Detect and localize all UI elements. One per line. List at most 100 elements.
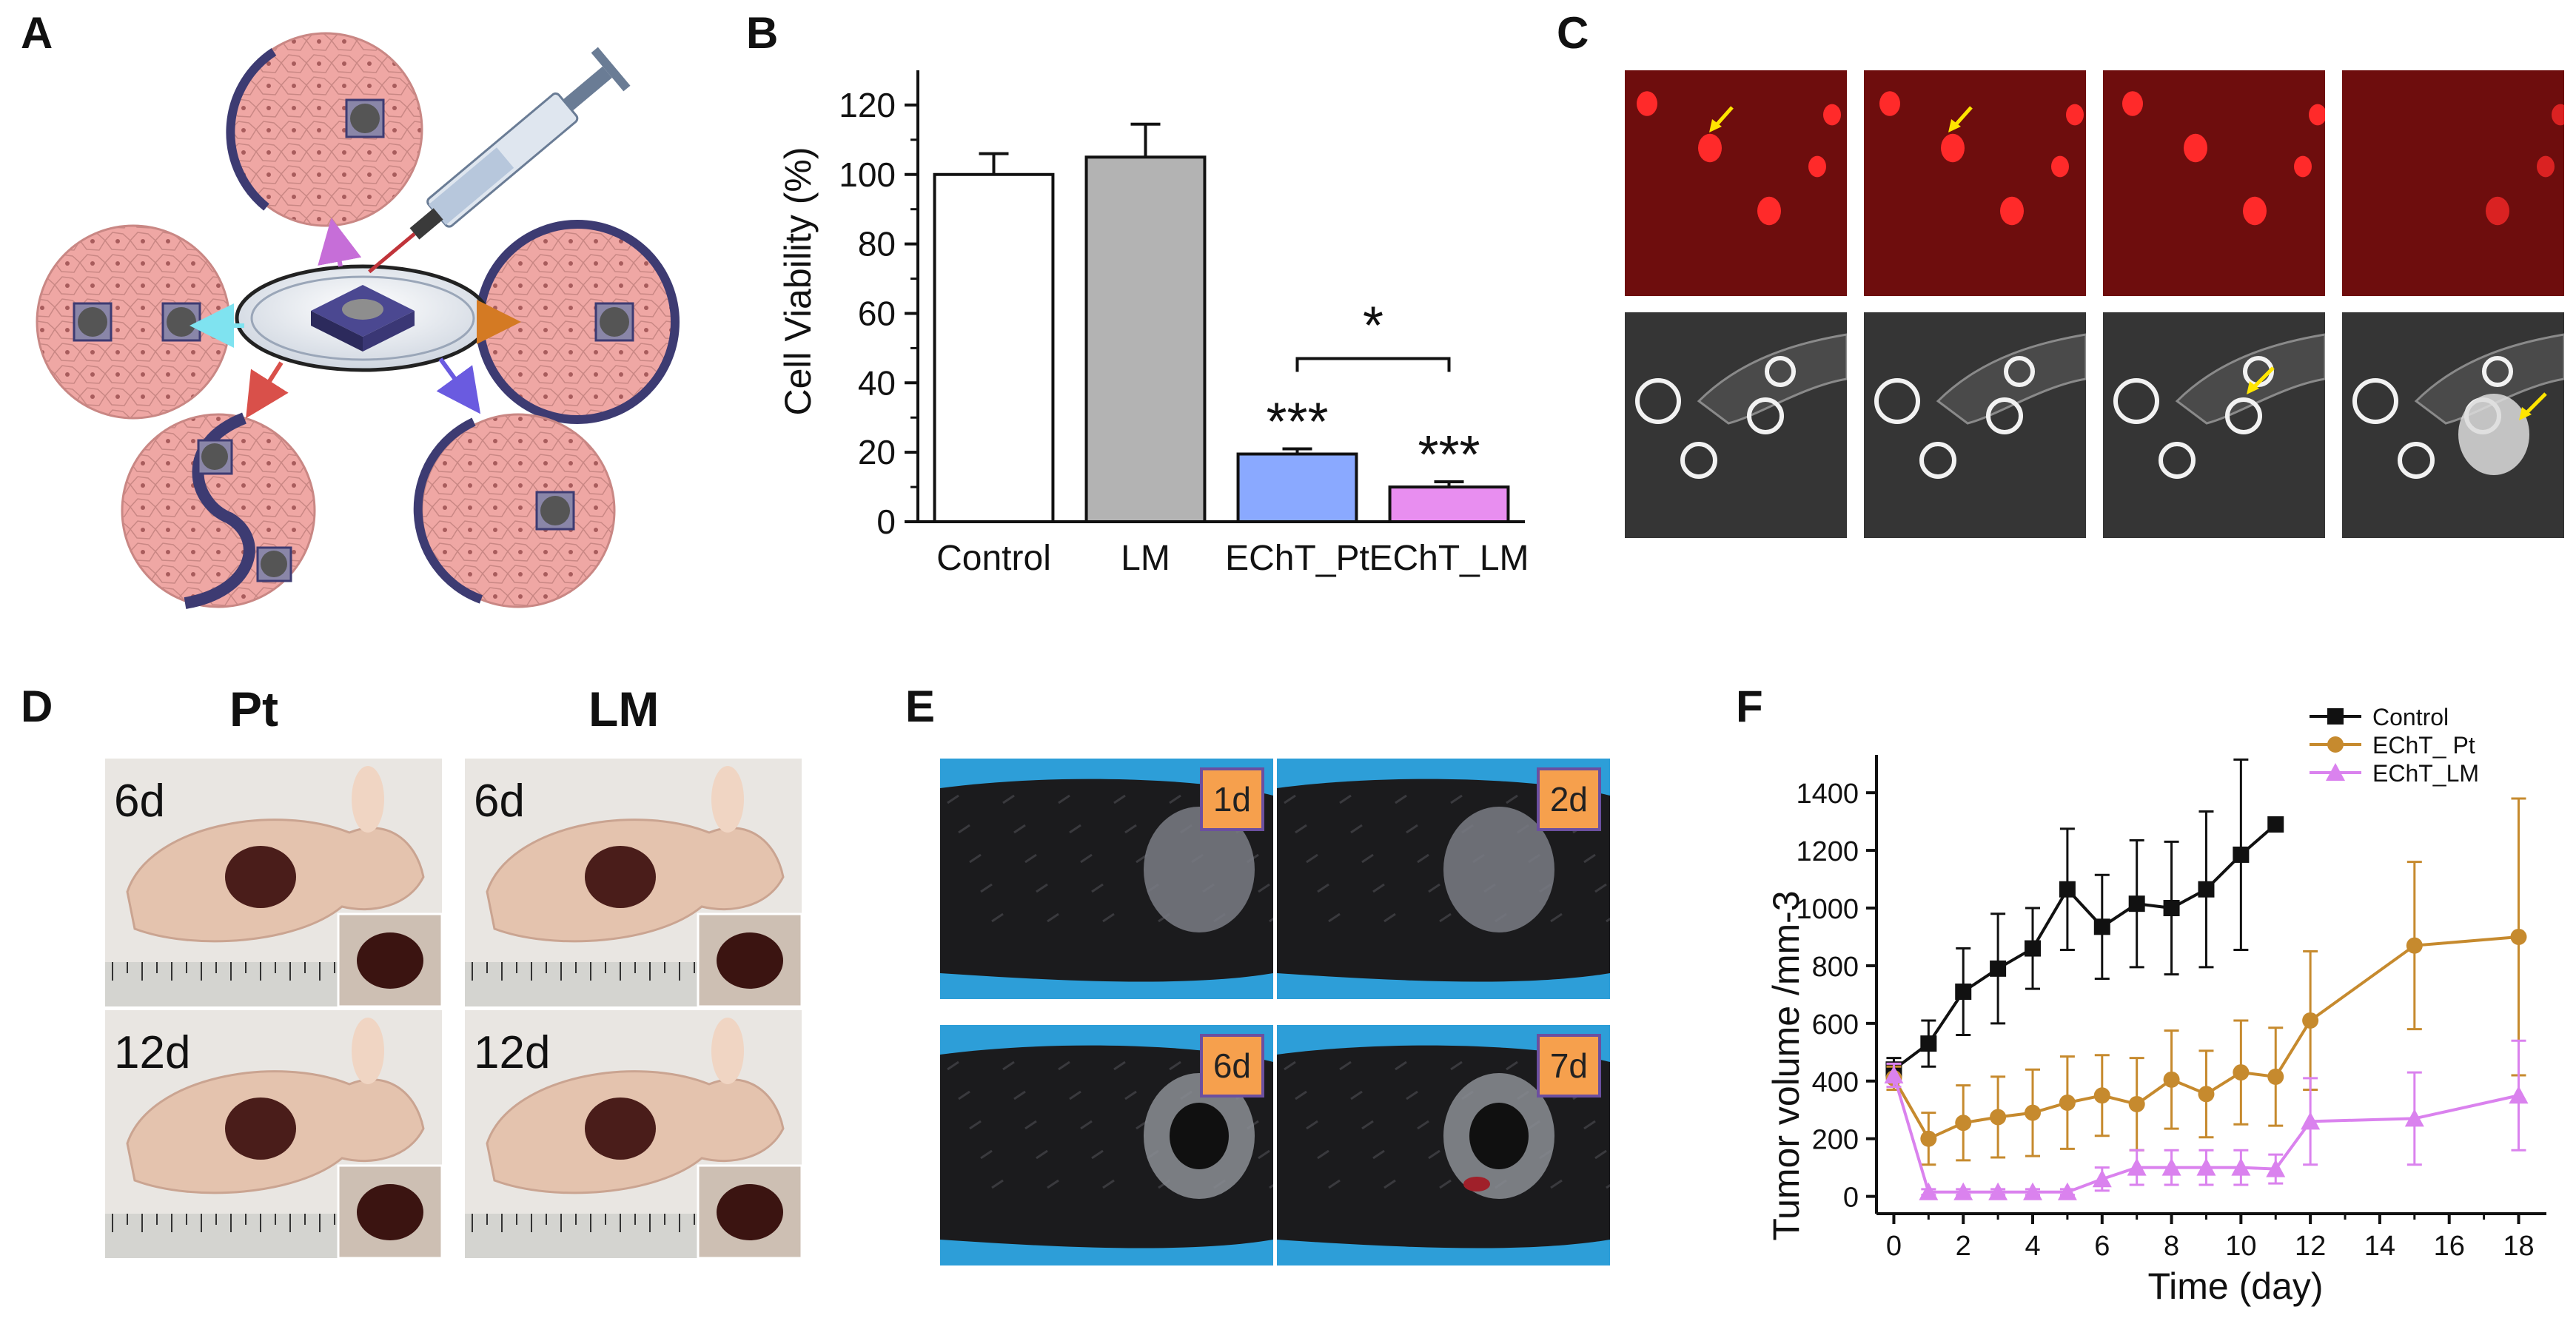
mouse-ear: [711, 766, 744, 833]
arrow-head: [1948, 119, 1961, 132]
fluorescence-image: [2342, 70, 2564, 296]
cell-ring: [1747, 397, 1784, 434]
fur-stroke: [1439, 1179, 1452, 1189]
phase-contrast-image: [2342, 312, 2564, 538]
bar: [1084, 155, 1207, 524]
cell-spot: [1637, 91, 1657, 116]
fur-stroke: [1339, 1061, 1352, 1071]
inset-wound: [717, 1184, 783, 1240]
mouse-photo-image: [465, 759, 802, 1006]
y-tick-label: 40: [858, 363, 896, 402]
data-point: [2093, 918, 2110, 935]
data-point: [2161, 1157, 2181, 1176]
fur-stroke: [1383, 1179, 1396, 1189]
fur-stroke: [1506, 1061, 1518, 1071]
fur-stroke: [1295, 1090, 1307, 1100]
column-header-lm: LM: [588, 682, 660, 736]
data-point: [2128, 1095, 2145, 1112]
data-point: [2266, 1159, 2286, 1177]
fur-stroke: [1594, 1149, 1607, 1160]
fur-stroke: [969, 853, 982, 864]
cell-spot: [1757, 196, 1781, 226]
y-tick-label: 0: [1843, 1183, 1859, 1214]
arrow-bottom-left: [246, 361, 289, 419]
data-point: [2057, 1182, 2077, 1200]
cell-body: [1697, 333, 1847, 425]
mouse-photo: 6d: [465, 759, 802, 1006]
fur-stroke: [1058, 794, 1070, 804]
arrow-head: [2247, 381, 2259, 394]
y-tick-label: 0: [876, 502, 896, 541]
inset-photo: [697, 1164, 802, 1258]
fur-stroke: [1295, 824, 1307, 834]
fur-stroke: [1124, 824, 1137, 834]
data-point: [2025, 1104, 2042, 1121]
cell-ring: [2225, 397, 2262, 434]
fur-stroke: [1450, 1061, 1463, 1071]
bracket-label: *: [1363, 296, 1383, 355]
y-tick-label: 800: [1812, 952, 1859, 983]
phase-contrast-image: [1625, 312, 1847, 538]
tumor-volume-chart: Tumor volume /mm-3 Time (day) 0 200 400 600…: [1765, 704, 2546, 1307]
fur-stroke: [1258, 883, 1270, 893]
panel-label-c: C: [1557, 8, 1589, 58]
cell-spot: [2184, 133, 2207, 163]
x-tick-label: 2: [1956, 1231, 1971, 1262]
data-point: [2093, 1087, 2110, 1104]
cell-spot: [2122, 91, 2143, 116]
data-point: [2404, 1109, 2424, 1127]
fur-stroke: [991, 912, 1004, 923]
cell-ring: [2482, 356, 2513, 387]
fur-stroke: [1306, 853, 1318, 864]
mouse-photo: 7d: [1277, 1025, 1610, 1265]
cell-spot: [2486, 196, 2509, 226]
cell-spot: [1698, 133, 1722, 163]
data-point: [1988, 1182, 2008, 1200]
data-point: [2128, 895, 2145, 912]
fur-stroke: [1328, 1179, 1341, 1189]
fur-stroke: [1047, 1179, 1059, 1189]
fur-stroke: [1284, 1061, 1296, 1071]
data-point: [2406, 937, 2423, 954]
data-point: [1955, 1115, 1972, 1132]
fur-stroke: [1080, 1120, 1093, 1130]
fur-stroke: [1113, 794, 1126, 804]
day-badge: 2d: [1536, 767, 1601, 831]
cell-spot: [2294, 155, 2312, 178]
cell-body: [2175, 333, 2325, 425]
fur-stroke: [1058, 1061, 1070, 1071]
significance-bracket: [1295, 357, 1451, 372]
fur-stroke: [980, 883, 993, 893]
panel-label-a: A: [21, 8, 53, 58]
data-point: [2509, 1086, 2529, 1104]
fur-stroke: [1395, 1061, 1407, 1071]
significance-label: ***: [1266, 392, 1328, 451]
data-point: [2025, 940, 2042, 957]
cell-ring: [2398, 442, 2435, 479]
mouse-photo-image: [1277, 759, 1610, 999]
cell-body: [1936, 333, 2086, 425]
fur-stroke: [1306, 1120, 1318, 1130]
x-tick-label: 4: [2025, 1231, 2040, 1262]
fur-stroke: [1258, 1149, 1270, 1160]
fur-stroke: [1102, 1179, 1115, 1189]
fluorescence-image: [2103, 70, 2325, 296]
day-badge: 1d: [1199, 767, 1264, 831]
schematic-diagram: [36, 32, 680, 609]
fur-stroke: [1428, 1149, 1440, 1160]
tumor-wound: [585, 1098, 656, 1160]
fur-stroke: [1339, 794, 1352, 804]
wound: [1170, 1103, 1229, 1169]
legend-label: Control: [2372, 704, 2449, 730]
mouse-photo-image: [1277, 1025, 1610, 1265]
fur-stroke: [1583, 853, 1596, 864]
cell-spot: [2309, 104, 2325, 126]
tissue-circle-bottom-left: [121, 412, 316, 609]
y-axis-label: Tumor volume /mm-3: [1765, 890, 1807, 1240]
fur-stroke: [1350, 1090, 1363, 1100]
data-point: [2301, 1112, 2321, 1130]
y-tick-label: 200: [1812, 1125, 1859, 1156]
background: [1625, 70, 1847, 296]
fur-stroke: [1450, 794, 1463, 804]
